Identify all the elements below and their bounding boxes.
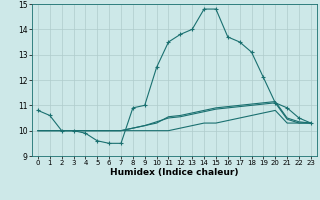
X-axis label: Humidex (Indice chaleur): Humidex (Indice chaleur)	[110, 168, 239, 177]
